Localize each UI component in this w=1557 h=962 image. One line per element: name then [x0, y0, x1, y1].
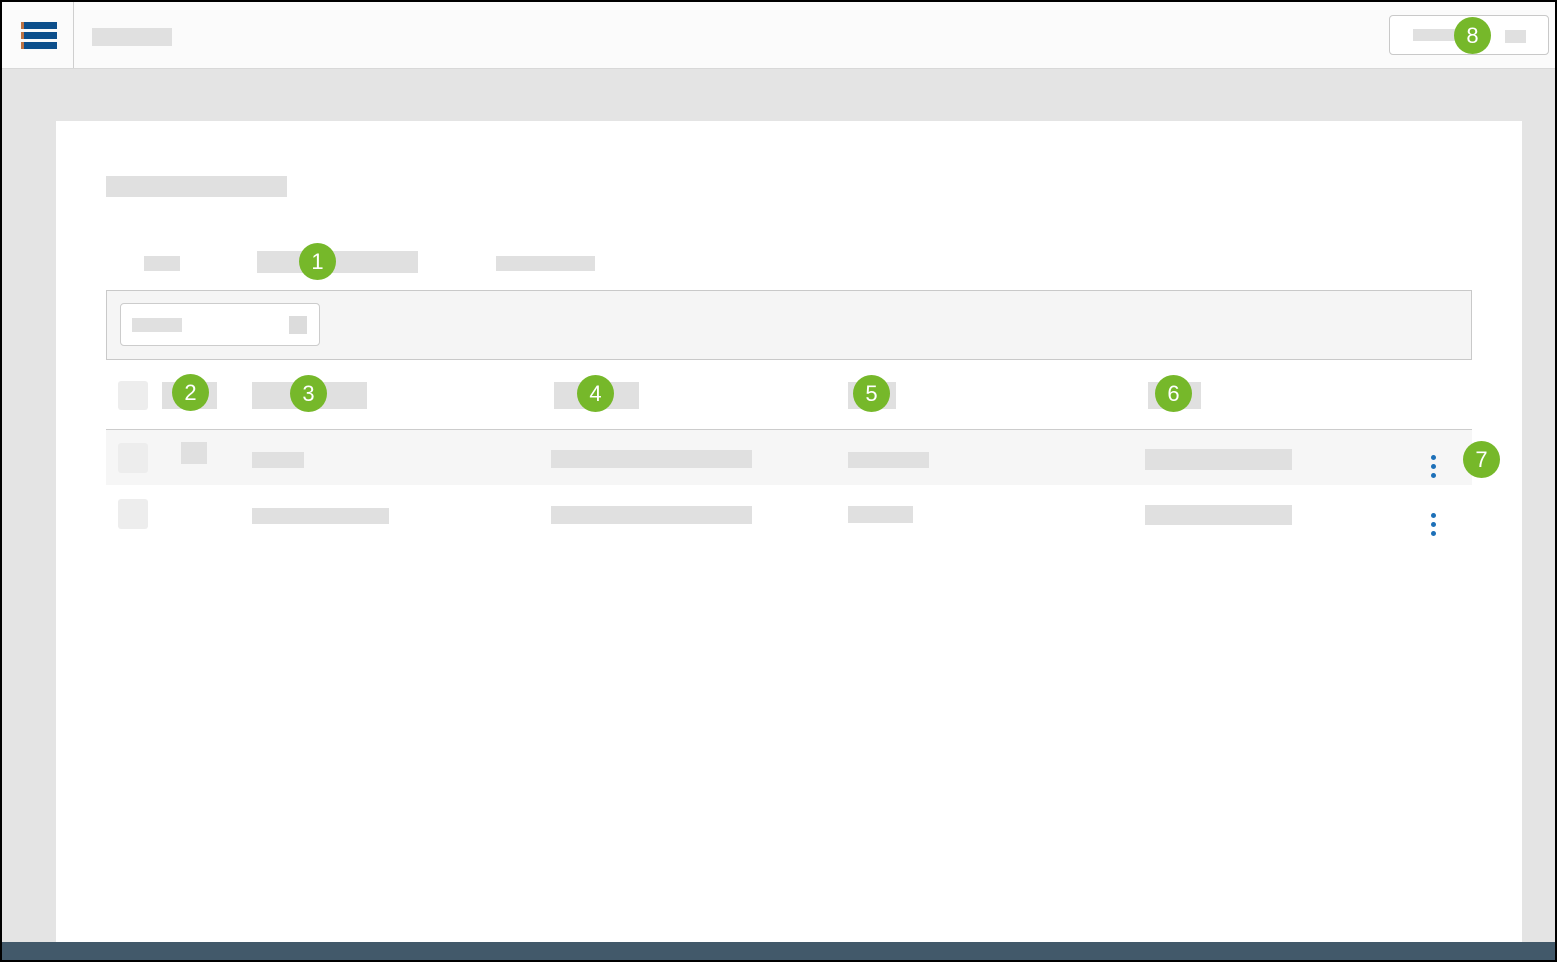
- table-top-divider: [106, 429, 1472, 430]
- kebab-vertical-icon: [1430, 472, 1436, 478]
- header-search-box[interactable]: 8: [1389, 15, 1549, 55]
- filter-input-text-placeholder: [132, 318, 182, 332]
- callout-4: 4: [577, 375, 614, 412]
- row-checkbox[interactable]: [118, 499, 148, 529]
- cell-text-placeholder: [551, 506, 752, 524]
- kebab-vertical-icon: [1430, 463, 1436, 469]
- table-row-1[interactable]: [106, 430, 1472, 485]
- callout-7: 7: [1463, 441, 1500, 478]
- cell-text-placeholder: [252, 508, 389, 524]
- callout-2: 2: [172, 374, 209, 411]
- cell-text-placeholder: [848, 506, 913, 523]
- menu-button[interactable]: [2, 2, 74, 68]
- tab-2-active[interactable]: [257, 251, 418, 273]
- row-actions-button[interactable]: [1423, 502, 1443, 546]
- callout-8: 8: [1454, 17, 1491, 54]
- filter-toolbar: [106, 290, 1472, 360]
- callout-1: 1: [299, 243, 336, 280]
- cell-text-placeholder: [551, 450, 752, 468]
- row-checkbox[interactable]: [118, 443, 148, 473]
- callout-6: 6: [1155, 375, 1192, 412]
- cell-text-placeholder: [848, 452, 929, 468]
- kebab-vertical-icon: [1430, 512, 1436, 518]
- table-row-2[interactable]: [106, 485, 1472, 541]
- content-card: 1 2 3 4 5 6: [56, 121, 1522, 943]
- cell-text-placeholder: [1145, 449, 1292, 470]
- hamburger-icon[interactable]: [21, 22, 57, 52]
- search-box-icon[interactable]: [1505, 30, 1526, 43]
- app-title-placeholder: [92, 28, 172, 46]
- tab-3[interactable]: [496, 256, 595, 271]
- kebab-vertical-icon: [1430, 530, 1436, 536]
- hamburger-bar: [21, 42, 57, 49]
- kebab-vertical-icon: [1430, 521, 1436, 527]
- filter-input[interactable]: [120, 303, 320, 346]
- hamburger-bar: [21, 22, 57, 29]
- row-status-icon-placeholder: [181, 442, 207, 464]
- filter-input-icon[interactable]: [289, 316, 307, 334]
- row-actions-button[interactable]: [1423, 444, 1443, 488]
- footer-bar: [2, 942, 1555, 960]
- cell-text-placeholder: [1145, 505, 1292, 525]
- app-header: 8: [2, 2, 1555, 69]
- kebab-vertical-icon: [1430, 454, 1436, 460]
- callout-5: 5: [853, 375, 890, 412]
- hamburger-bar: [21, 32, 57, 39]
- tab-1[interactable]: [144, 256, 180, 271]
- callout-3: 3: [290, 375, 327, 412]
- cell-text-placeholder: [252, 452, 304, 468]
- select-all-checkbox[interactable]: [118, 381, 148, 410]
- page-title-placeholder: [106, 176, 287, 197]
